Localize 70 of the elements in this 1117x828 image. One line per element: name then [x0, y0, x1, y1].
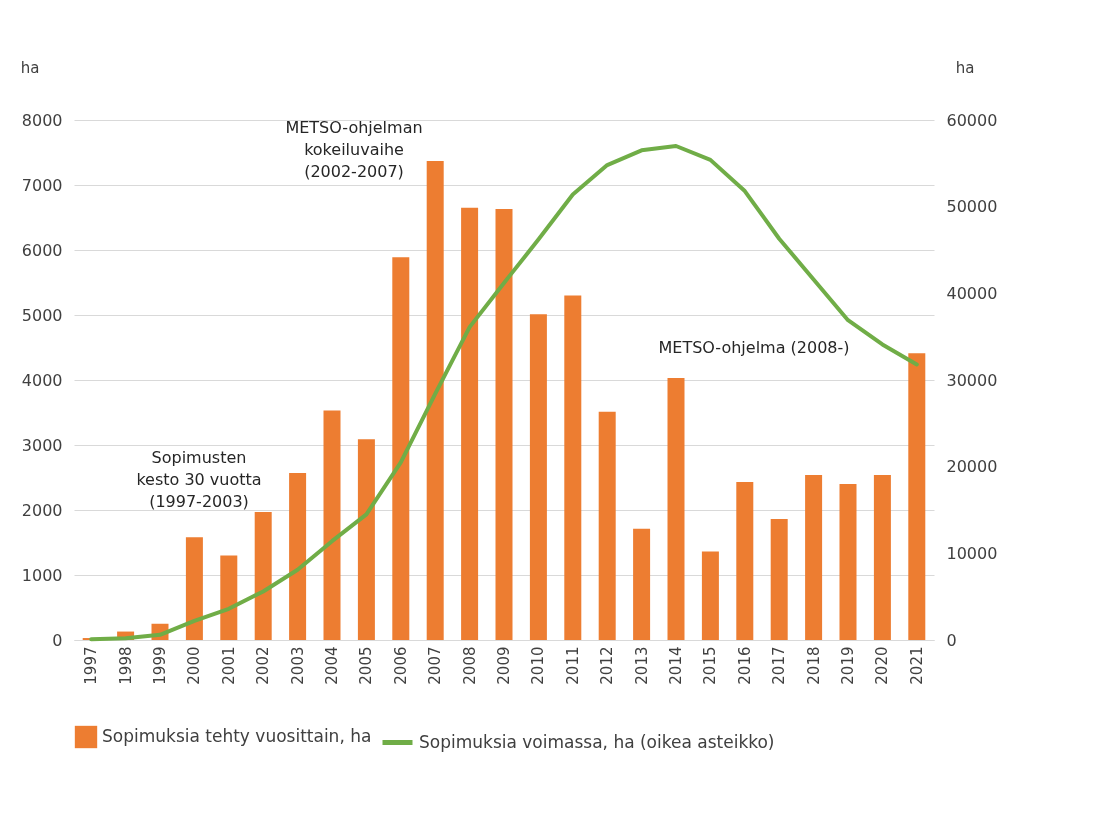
- bar: [185, 537, 203, 640]
- bar: [323, 410, 341, 640]
- bar: [564, 295, 582, 640]
- x-tick-label: 2015: [701, 646, 720, 685]
- x-tick-label: 2014: [667, 646, 685, 685]
- bar: [873, 474, 891, 640]
- y-tick-label: 2000: [21, 500, 63, 520]
- x-tick-label: 1999: [151, 646, 169, 685]
- legend-label: Sopimuksia tehty vuosittain, ha: [102, 726, 372, 746]
- x-tick-label: 2005: [357, 646, 376, 685]
- x-tick-label: 2008: [460, 646, 479, 685]
- y-tick-label: 8000: [21, 110, 63, 130]
- y-tick-label: 6000: [21, 240, 63, 260]
- y-axis-title: ha: [20, 58, 40, 77]
- annotation: Sopimusten kesto 30 vuotta (1997-2003): [136, 448, 262, 511]
- y-tick-label: 0: [52, 630, 63, 650]
- x-tick-label: 2001: [219, 646, 238, 685]
- x-tick-label: 2021: [907, 646, 926, 685]
- bar: [289, 472, 307, 640]
- bar: [667, 378, 685, 640]
- x-tick-label: 2012: [598, 646, 617, 685]
- bar: [357, 439, 375, 640]
- bar: [908, 353, 926, 640]
- y2-tick-label: 30000: [946, 370, 998, 390]
- y2-tick-label: 20000: [946, 457, 998, 477]
- y2-tick-label: 0: [946, 630, 957, 650]
- x-tick-label: 2007: [426, 646, 445, 685]
- bar: [805, 474, 823, 640]
- y-tick-label: 1000: [21, 565, 63, 585]
- x-tick-label: 2004: [323, 646, 341, 685]
- x-tick-label: 2020: [873, 646, 892, 685]
- bar: [529, 314, 547, 640]
- y-tick-label: 7000: [21, 175, 63, 195]
- x-tick-label: 2006: [391, 646, 410, 685]
- x-tick-label: 2011: [563, 646, 582, 685]
- bar: [254, 511, 272, 640]
- y-tick-label: 4000: [21, 370, 63, 390]
- y2-tick-label: 50000: [946, 197, 998, 217]
- bar: [701, 551, 719, 640]
- y2-tick-label: 60000: [946, 110, 998, 130]
- y-tick-label: 5000: [21, 305, 63, 325]
- x-tick-label: 2017: [770, 646, 789, 685]
- x-tick-label: 2019: [839, 646, 857, 685]
- x-tick-label: 2010: [529, 646, 548, 685]
- x-tick-label: 2000: [185, 646, 204, 685]
- y-tick-label: 3000: [21, 435, 63, 455]
- bar: [220, 555, 238, 640]
- y2-tick-label: 10000: [946, 543, 998, 563]
- bar: [839, 484, 857, 640]
- x-tick-label: 2003: [288, 646, 307, 685]
- y2-axis-title: ha: [955, 58, 975, 77]
- bar: [598, 411, 616, 640]
- bar: [495, 209, 513, 640]
- bar: [392, 257, 410, 640]
- bar: [461, 207, 479, 640]
- x-tick-label: 1998: [116, 646, 135, 685]
- x-tick-label: 1997: [82, 646, 101, 685]
- x-tick-label: 2018: [804, 646, 823, 685]
- x-tick-label: 2016: [735, 646, 754, 685]
- legend-label: Sopimuksia voimassa, ha (oikea asteikko): [419, 731, 775, 752]
- bar: [736, 482, 754, 640]
- annotation: METSO-ohjelma (2008-): [658, 338, 850, 357]
- bar: [770, 519, 788, 640]
- x-tick-label: 2002: [254, 646, 273, 685]
- y2-tick-label: 40000: [946, 283, 998, 303]
- annotation: METSO-ohjelman kokeiluvaihe (2002-2007): [285, 118, 423, 181]
- x-tick-label: 2009: [495, 646, 513, 685]
- bar: [426, 160, 444, 640]
- x-tick-label: 2013: [632, 646, 651, 685]
- bar: [633, 528, 651, 640]
